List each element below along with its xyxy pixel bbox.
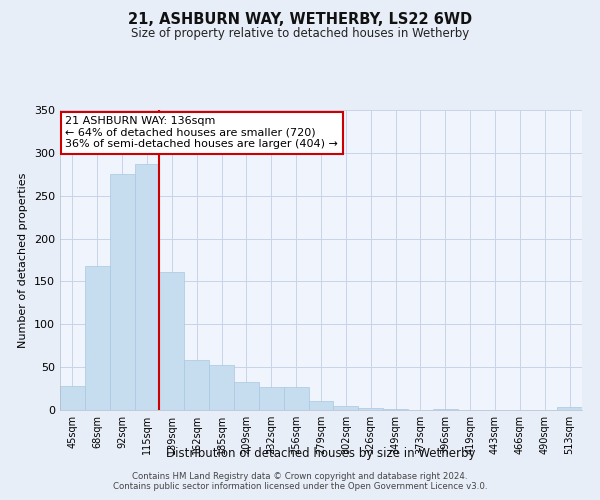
Bar — [110, 174, 134, 410]
Bar — [209, 364, 234, 410]
Bar — [160, 272, 184, 410]
Bar — [557, 408, 582, 410]
Bar — [334, 406, 358, 410]
Bar — [85, 266, 110, 410]
Bar — [284, 387, 308, 410]
Y-axis label: Number of detached properties: Number of detached properties — [19, 172, 28, 348]
Bar — [134, 164, 160, 410]
Bar — [383, 409, 408, 410]
Text: Contains HM Land Registry data © Crown copyright and database right 2024.: Contains HM Land Registry data © Crown c… — [132, 472, 468, 481]
Text: Distribution of detached houses by size in Wetherby: Distribution of detached houses by size … — [166, 448, 476, 460]
Text: 21 ASHBURN WAY: 136sqm
← 64% of detached houses are smaller (720)
36% of semi-de: 21 ASHBURN WAY: 136sqm ← 64% of detached… — [65, 116, 338, 149]
Bar — [433, 409, 458, 410]
Bar — [184, 360, 209, 410]
Bar — [308, 402, 334, 410]
Text: Contains public sector information licensed under the Open Government Licence v3: Contains public sector information licen… — [113, 482, 487, 491]
Text: 21, ASHBURN WAY, WETHERBY, LS22 6WD: 21, ASHBURN WAY, WETHERBY, LS22 6WD — [128, 12, 472, 28]
Bar — [358, 408, 383, 410]
Text: Size of property relative to detached houses in Wetherby: Size of property relative to detached ho… — [131, 28, 469, 40]
Bar — [60, 386, 85, 410]
Bar — [259, 387, 284, 410]
Bar — [234, 382, 259, 410]
